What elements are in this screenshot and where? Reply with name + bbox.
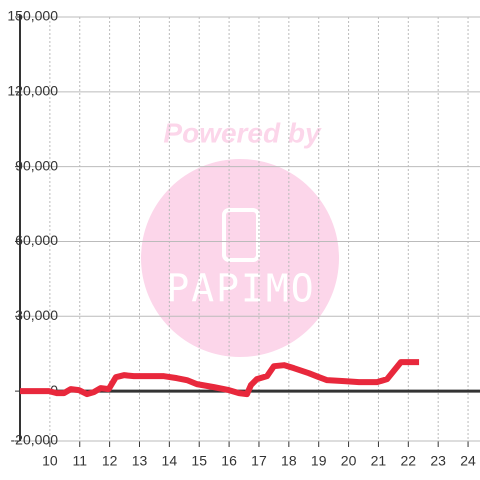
x-tick-label: 22 xyxy=(401,453,417,469)
x-tick-label: 21 xyxy=(371,453,387,469)
watermark-icon xyxy=(222,208,260,262)
x-tick-label: 15 xyxy=(191,453,207,469)
watermark-logo: PAPIMO xyxy=(166,267,315,311)
y-tick-label: -20,000 xyxy=(11,432,59,448)
x-tick-label: 14 xyxy=(162,453,178,469)
x-tick-label: 10 xyxy=(42,453,58,469)
y-tick-label: 90,000 xyxy=(15,157,58,173)
x-tick-label: 12 xyxy=(102,453,118,469)
x-tick-label: 20 xyxy=(341,453,357,469)
watermark: Powered by PAPIMO xyxy=(141,117,339,357)
x-tick-label: 13 xyxy=(132,453,148,469)
y-tick-label: 30,000 xyxy=(15,307,58,323)
watermark-text: Powered by xyxy=(163,117,322,148)
x-tick-label: 11 xyxy=(72,453,87,469)
data-line xyxy=(20,359,420,398)
x-tick-label: 18 xyxy=(281,453,297,469)
x-tick-label: 23 xyxy=(430,453,446,469)
x-tick-label: 24 xyxy=(460,453,476,469)
y-tick-label: 150,000 xyxy=(7,8,58,24)
y-tick-label: 60,000 xyxy=(15,232,58,248)
x-tick-label: 16 xyxy=(221,453,237,469)
x-tick-label: 17 xyxy=(251,453,267,469)
x-tick-label: 19 xyxy=(311,453,327,469)
y-tick-label: 120,000 xyxy=(7,83,58,99)
